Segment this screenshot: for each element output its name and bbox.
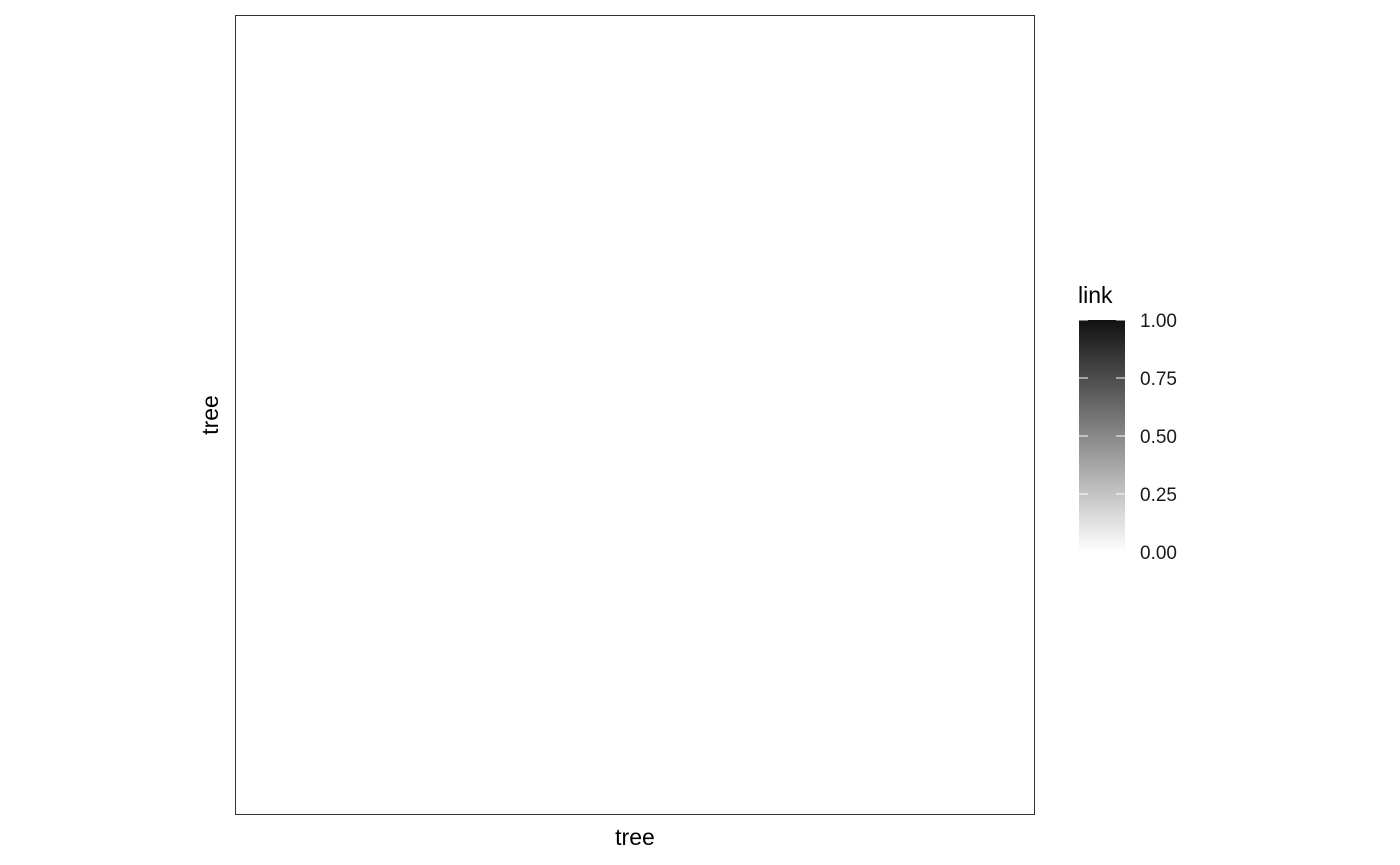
legend-tick-label: 0.50 bbox=[1140, 427, 1177, 448]
legend-title: link bbox=[1078, 282, 1113, 308]
legend-ticks: 1.00 0.75 0.50 0.25 0.00 bbox=[1079, 311, 1177, 564]
legend-tick-label: 0.25 bbox=[1140, 485, 1177, 506]
x-axis-title: tree bbox=[615, 824, 655, 850]
plot-panel-border bbox=[235, 15, 1035, 815]
legend: link 1.00 0.75 0.50 0.25 0.00 bbox=[1078, 282, 1177, 564]
legend-tick-label: 1.00 bbox=[1140, 311, 1177, 332]
y-axis-title: tree bbox=[197, 395, 223, 435]
legend-tick-label: 0.75 bbox=[1140, 369, 1177, 390]
legend-tick-label: 0.00 bbox=[1140, 543, 1177, 564]
